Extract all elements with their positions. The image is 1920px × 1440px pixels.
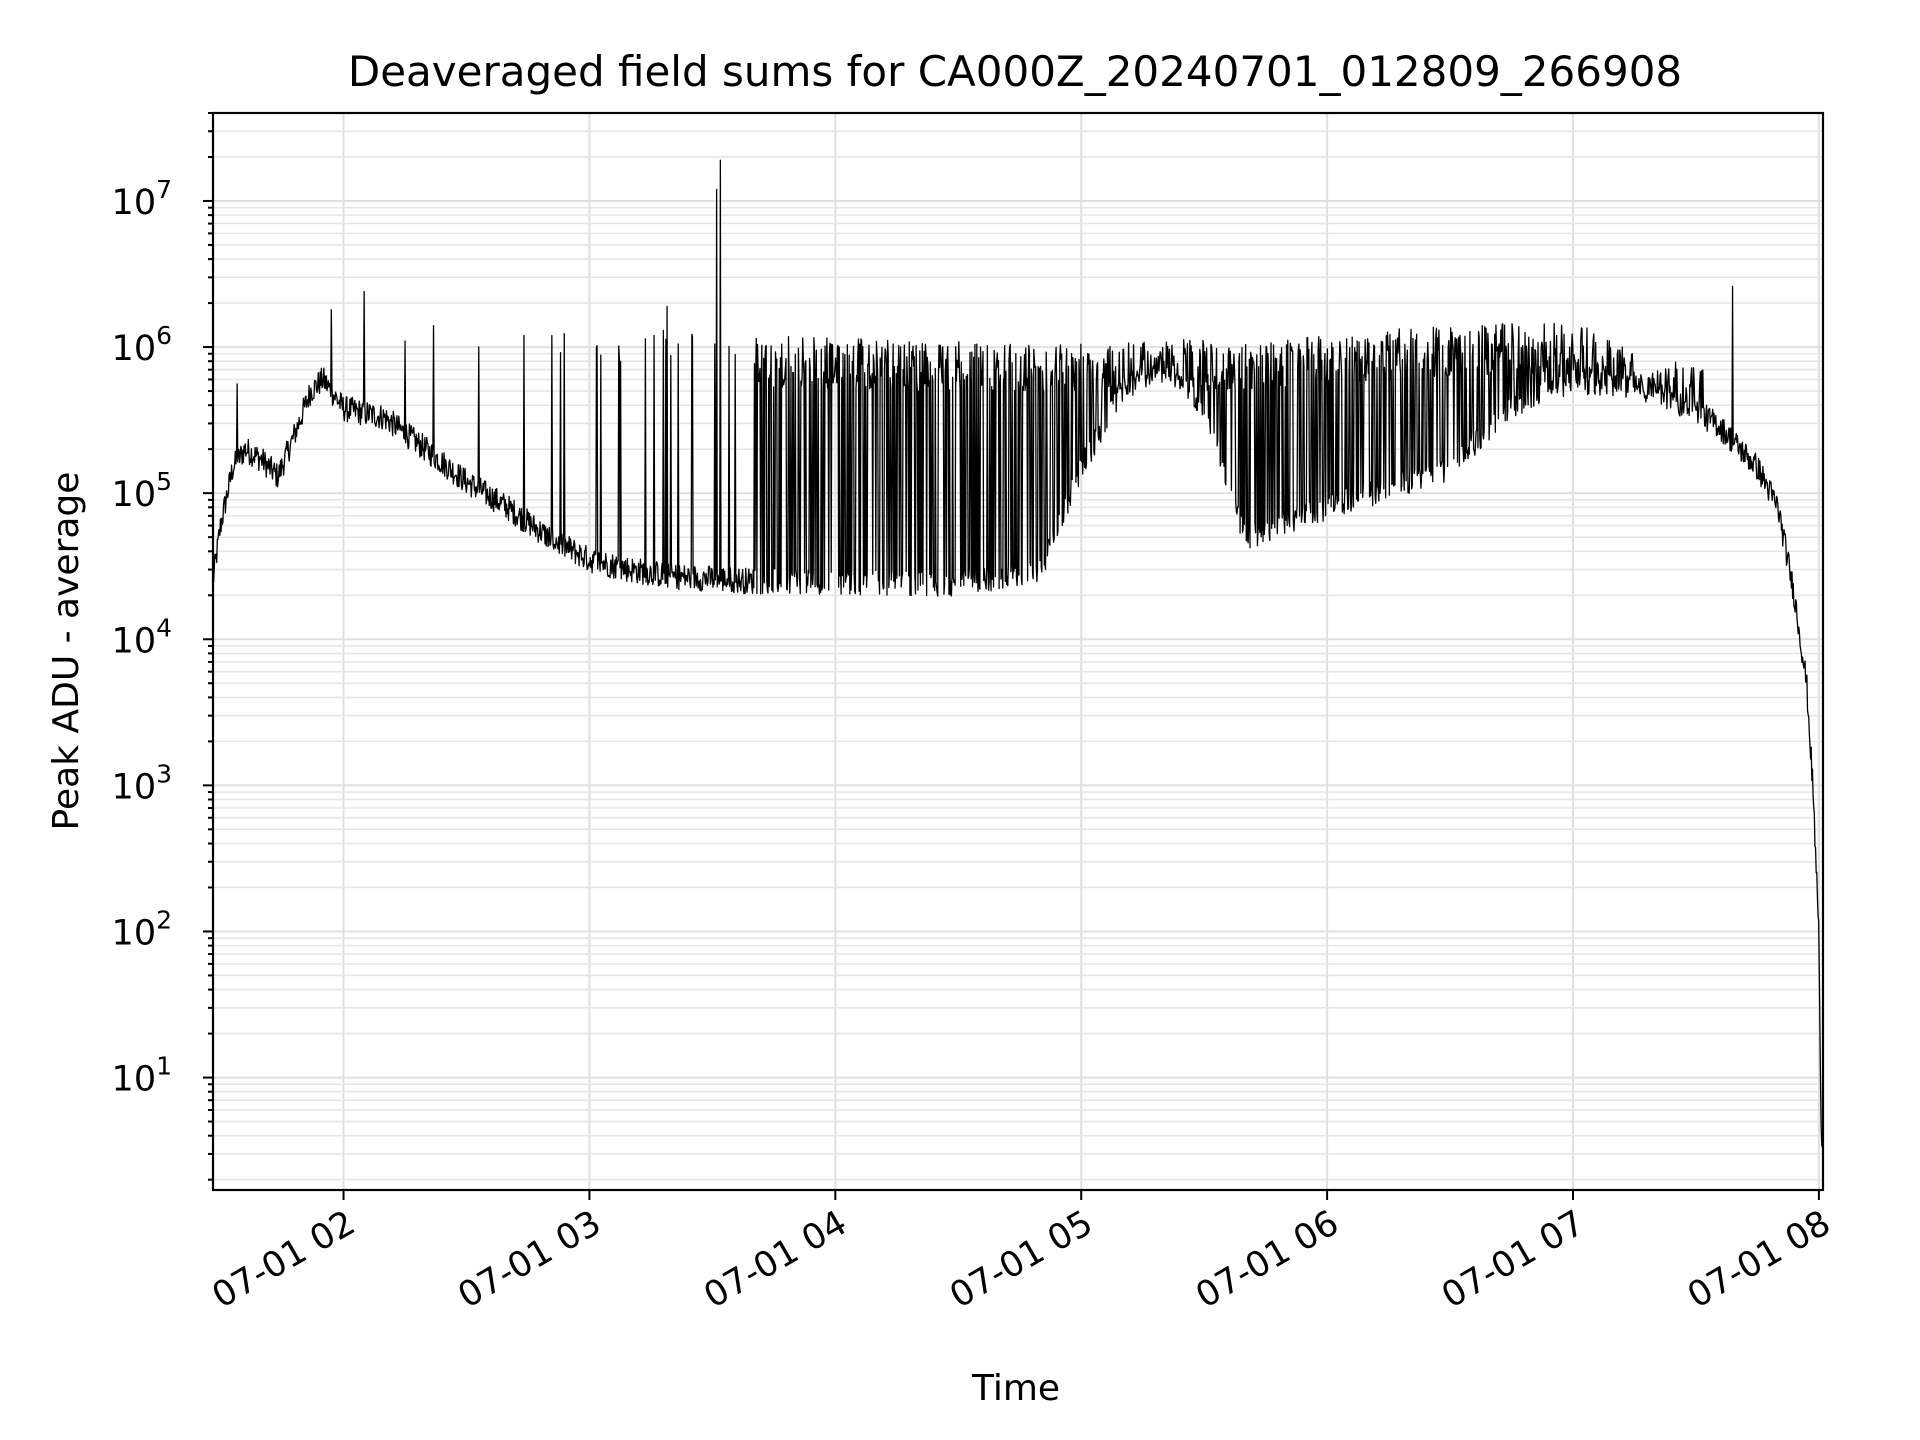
- y-tick-label: 102: [112, 905, 172, 953]
- x-axis-label: Time: [971, 1368, 1060, 1409]
- y-tick-label: 107: [112, 175, 172, 223]
- grid: [213, 112, 1823, 1190]
- chart-title: Deaveraged field sums for CA000Z_2024070…: [348, 47, 1682, 96]
- y-tick-label: 101: [112, 1052, 172, 1100]
- y-tick-label: 106: [112, 321, 172, 369]
- plot-frame: [211, 111, 1825, 1192]
- y-tick-label: 105: [112, 467, 172, 515]
- y-axis-label: Peak ADU - average: [46, 472, 87, 831]
- y-tick-label: 104: [112, 613, 172, 661]
- series-line: [212, 159, 1824, 1150]
- y-tick-label: 103: [112, 759, 172, 807]
- line-series: [212, 159, 1824, 1150]
